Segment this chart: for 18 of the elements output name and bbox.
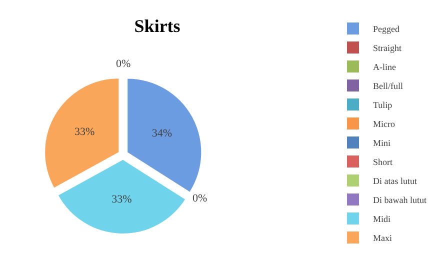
legend-label: Midi <box>373 214 392 224</box>
legend-label: Micro <box>373 119 396 130</box>
data-label: 33% <box>74 126 95 138</box>
text: 0% <box>116 58 131 70</box>
legend-label: Maxi <box>373 233 392 244</box>
legend-label: Tulip <box>373 100 393 110</box>
legend-label: Di atas lutut <box>373 176 418 186</box>
data-label: 34% <box>152 127 172 140</box>
legend-label: Mini <box>373 138 392 148</box>
legend-label: Pegged <box>373 24 400 34</box>
legend-label: Short <box>373 157 393 168</box>
legend-label: Straight <box>373 43 402 54</box>
text: 0% <box>192 192 208 205</box>
legend-label: Di bawah lutut <box>373 195 427 206</box>
data-label: 33% <box>112 193 132 206</box>
legend-label: Bell/full <box>373 81 404 92</box>
chart-title: Skirts <box>134 16 180 36</box>
legend-label: A-line <box>373 62 396 72</box>
